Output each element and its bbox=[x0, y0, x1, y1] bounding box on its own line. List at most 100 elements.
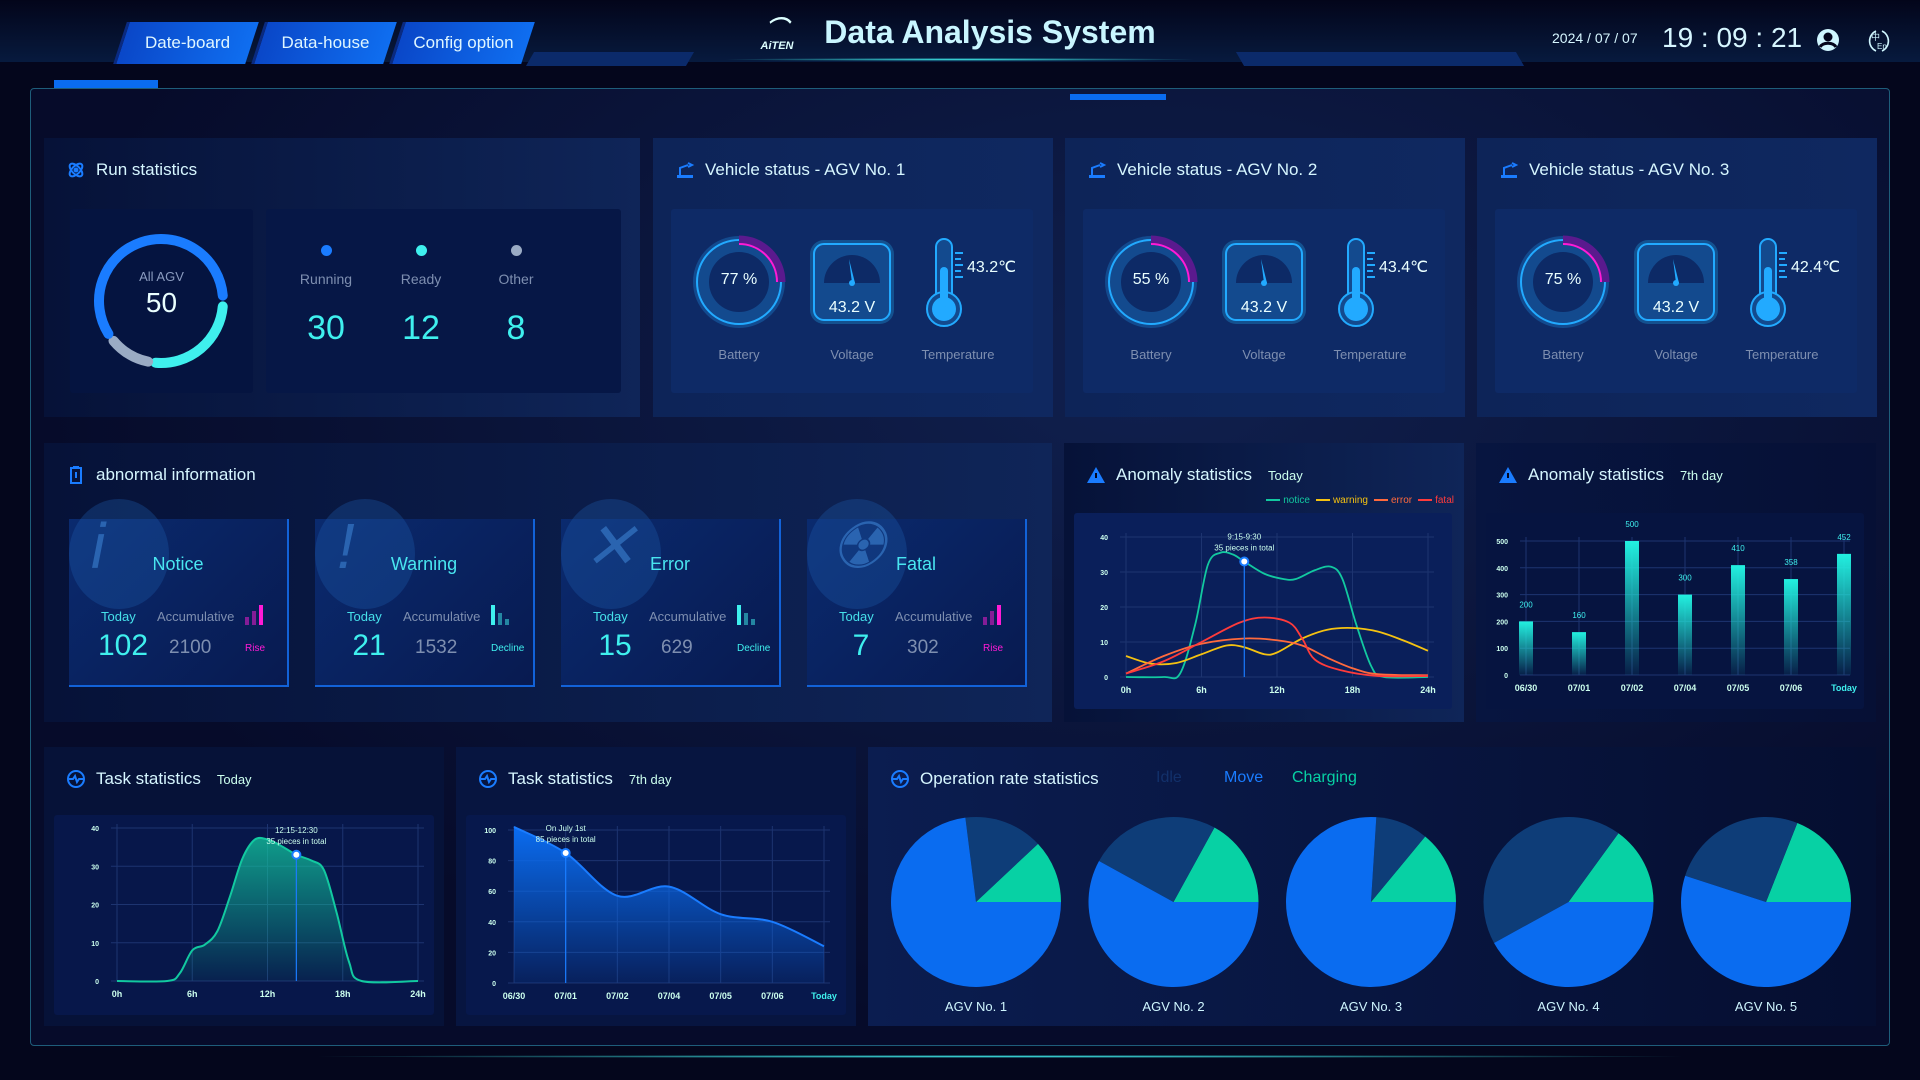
title-glow bbox=[720, 58, 1200, 61]
tab-label: Data-house bbox=[281, 33, 370, 52]
y-tick-label: 20 bbox=[1100, 605, 1108, 612]
user-icon[interactable] bbox=[1816, 28, 1840, 52]
bar-07/04 bbox=[1678, 594, 1692, 675]
legend-move[interactable]: Move bbox=[1224, 769, 1264, 786]
aiten-logo: ⌒ AiTEN bbox=[760, 16, 794, 53]
tab-config-option[interactable]: Config option bbox=[389, 22, 535, 64]
vehicle-metrics: 75 % 43.2 V 42.4℃ Battery Voltage Temper… bbox=[1495, 209, 1857, 393]
voltage-value: 43.2 V bbox=[828, 299, 876, 316]
legend-item-error[interactable]: error bbox=[1373, 495, 1412, 506]
x-tick-label: 07/04 bbox=[1674, 683, 1697, 693]
tab-date-board[interactable]: Date-board bbox=[113, 22, 259, 64]
y-tick-label: 40 bbox=[488, 920, 496, 927]
abnormal-card-error[interactable]: ✕ Error Today Accumulative 15 629 Declin… bbox=[561, 499, 781, 687]
legend-charging[interactable]: Charging bbox=[1292, 769, 1357, 786]
pie-slice-idle bbox=[965, 817, 1038, 902]
exclamation-icon: ! bbox=[315, 499, 415, 609]
tooltip-text: 85 pieces in total bbox=[536, 835, 596, 844]
x-tick-label: 06/30 bbox=[503, 991, 526, 1001]
legend-item-fatal[interactable]: fatal bbox=[1418, 495, 1454, 506]
panel-title: Operation rate statistics bbox=[890, 769, 1099, 789]
abnormal-card-fatal[interactable]: ☢ Fatal Today Accumulative 7 302 Rise bbox=[807, 499, 1027, 687]
today-count: 21 bbox=[352, 629, 386, 662]
bar-value-label: 500 bbox=[1625, 520, 1639, 529]
tab-data-house[interactable]: Data-house bbox=[251, 22, 397, 64]
accumulative-count: 302 bbox=[907, 637, 939, 658]
tooltip-marker bbox=[291, 849, 302, 860]
alert-battery-icon bbox=[70, 466, 82, 484]
voltage-label: Voltage bbox=[1242, 347, 1286, 362]
temperature-label: Temperature bbox=[921, 347, 995, 362]
pie-5 bbox=[1681, 817, 1851, 987]
y-tick-label: 0 bbox=[95, 979, 99, 986]
bar-value-label: 358 bbox=[1784, 558, 1798, 567]
chart-area: 0 10 20 30 40 0h 6h 12h 18h 24h 9:15-9:30 35 pieces… bbox=[1074, 513, 1452, 709]
pie-label: AGV No. 5 bbox=[1735, 999, 1797, 1014]
thermometer-icon bbox=[1338, 238, 1375, 327]
pie-slice-idle bbox=[1483, 817, 1619, 943]
pie-slice-charging bbox=[1568, 833, 1654, 902]
tooltip-text: 35 pieces in total bbox=[266, 837, 326, 846]
tab-label: Date-board bbox=[144, 33, 231, 52]
status-counts: Running 30 Ready 12 Other 8 bbox=[266, 209, 621, 393]
pie-label: AGV No. 2 bbox=[1142, 999, 1204, 1014]
pie-slice-idle bbox=[1099, 817, 1215, 902]
status-dot bbox=[416, 245, 427, 256]
bar-value-label: 452 bbox=[1837, 533, 1851, 542]
bar-Today bbox=[1837, 553, 1851, 675]
pie-slice-charging bbox=[976, 843, 1061, 902]
ring-label: All AGV bbox=[139, 269, 184, 284]
trend-bars-icon bbox=[245, 605, 267, 625]
vehicle-metrics: 77 % 43.2 V 43.2℃ Battery Voltage Temper… bbox=[671, 209, 1033, 393]
bar-06/30 bbox=[1519, 621, 1533, 675]
accumulative-count: 2100 bbox=[169, 637, 212, 658]
accumulative-label: Accumulative bbox=[157, 609, 235, 624]
y-tick-label: 100 bbox=[1496, 646, 1508, 653]
atom-icon bbox=[68, 162, 84, 178]
language-zh-en-icon[interactable]: 中En bbox=[1866, 28, 1892, 54]
status-dot bbox=[511, 245, 522, 256]
x-tick-label: 07/04 bbox=[658, 991, 681, 1001]
trend-label: Decline bbox=[491, 643, 525, 654]
agv-ring-chart bbox=[94, 234, 228, 368]
legend-item-notice[interactable]: notice bbox=[1266, 495, 1310, 506]
thermometer-icon bbox=[1750, 238, 1787, 327]
vehicle-status-panel-3: Vehicle status - AGV No. 3 75 % 43.2 V 4… bbox=[1477, 138, 1877, 417]
bar-07/02 bbox=[1625, 541, 1639, 675]
chart-area: 0 100 200 300 400 500 06/30 07/01 07/02 07/04 07/0… bbox=[1486, 513, 1864, 709]
x-tick-label: 07/05 bbox=[709, 991, 732, 1001]
header-decoration bbox=[1235, 52, 1525, 66]
legend-item-warning[interactable]: warning bbox=[1315, 495, 1368, 506]
bar-07/06 bbox=[1784, 579, 1798, 675]
anomaly-7day-chart: 0 100 200 300 400 500 06/30 07/01 07/02 07/04 07/0… bbox=[1496, 520, 1857, 693]
panel-title: Vehicle status - AGV No. 1 bbox=[675, 160, 905, 180]
abnormal-card-notice[interactable]: i Notice Today Accumulative 102 2100 Ris… bbox=[69, 499, 289, 687]
today-label: Today bbox=[839, 609, 874, 624]
bar-value-label: 200 bbox=[1519, 600, 1533, 609]
status-label: Ready bbox=[400, 271, 442, 287]
y-tick-label: 0 bbox=[1504, 673, 1508, 680]
y-tick-label: 20 bbox=[488, 950, 496, 957]
run-statistics-panel: Run statistics All AGV 50 Running 30 Ready… bbox=[44, 138, 640, 417]
trend-bars-icon bbox=[737, 605, 759, 625]
svg-text:En: En bbox=[1877, 42, 1887, 51]
legend-idle[interactable]: Idle bbox=[1156, 769, 1182, 786]
today-count: 102 bbox=[97, 629, 149, 662]
pie-1 bbox=[891, 817, 1061, 987]
temperature-value: 43.2℃ bbox=[967, 259, 1017, 276]
chart-area: 0 20 40 60 80 100 06/30 07/01 07/02 07/04 07/05 07/… bbox=[466, 815, 846, 1015]
x-tick-label: 6h bbox=[187, 989, 198, 999]
tooltip-marker bbox=[1239, 556, 1250, 567]
ring-total: 50 bbox=[145, 287, 178, 318]
x-tick-label: 07/02 bbox=[1621, 683, 1644, 693]
y-tick-label: 0 bbox=[492, 981, 496, 988]
x-tick-label: 24h bbox=[410, 989, 426, 999]
bar-value-label: 300 bbox=[1678, 574, 1692, 583]
x-tick-label: Today bbox=[1831, 683, 1857, 693]
x-tick-label: 07/02 bbox=[606, 991, 629, 1001]
svg-text:中: 中 bbox=[1871, 31, 1880, 42]
battery-value: 75 % bbox=[1544, 271, 1582, 288]
thermometer-icon bbox=[926, 238, 963, 327]
ring-segment-running bbox=[94, 234, 228, 339]
abnormal-card-warning[interactable]: ! Warning Today Accumulative 21 1532 Dec… bbox=[315, 499, 535, 687]
